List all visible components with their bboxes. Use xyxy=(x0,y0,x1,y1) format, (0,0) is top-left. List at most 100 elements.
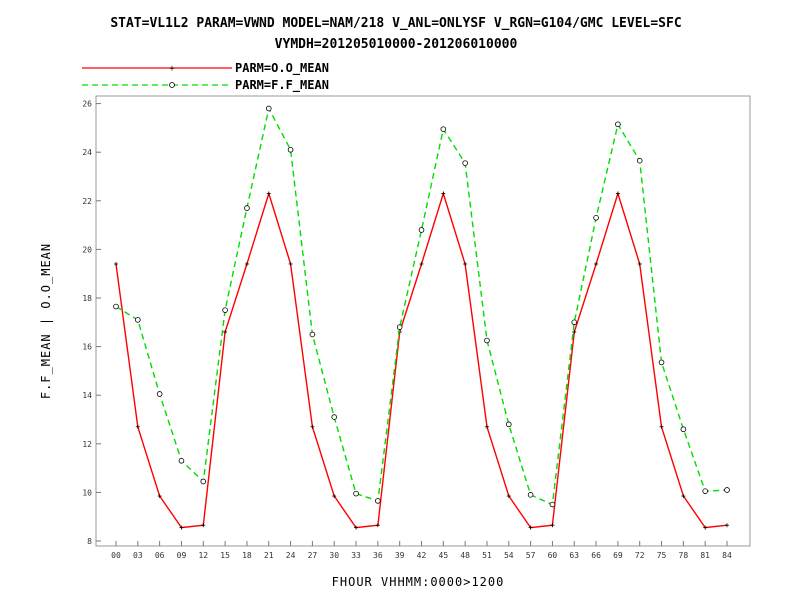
data-point xyxy=(702,488,708,494)
x-tick-label: 39 xyxy=(395,551,405,560)
data-point xyxy=(484,424,489,429)
data-point xyxy=(527,492,534,498)
x-tick-label: 78 xyxy=(679,551,689,560)
data-point xyxy=(375,523,380,528)
data-point xyxy=(135,317,141,323)
x-tick-label: 03 xyxy=(133,551,143,560)
data-point xyxy=(223,330,228,335)
x-tick-label: 33 xyxy=(351,551,361,560)
data-point xyxy=(418,227,425,233)
x-tick-label: 66 xyxy=(591,551,601,560)
data-point xyxy=(288,261,293,266)
y-tick-label: 16 xyxy=(82,343,92,352)
data-point xyxy=(703,525,708,530)
x-tick-label: 51 xyxy=(482,551,492,560)
x-tick-label: 21 xyxy=(264,551,274,560)
data-point xyxy=(157,494,162,499)
data-point xyxy=(178,458,185,464)
x-tick-label: 06 xyxy=(155,551,165,560)
data-point xyxy=(354,525,359,530)
x-tick-label: 42 xyxy=(417,551,427,560)
y-tick-label: 14 xyxy=(82,391,92,400)
x-tick-label: 24 xyxy=(286,551,296,560)
x-tick-label: 60 xyxy=(548,551,558,560)
data-point xyxy=(658,359,665,366)
data-point xyxy=(615,121,621,128)
x-tick-label: 81 xyxy=(700,551,710,560)
data-point xyxy=(441,191,446,196)
data-point xyxy=(244,261,249,266)
data-point xyxy=(680,426,687,433)
x-tick-label: 30 xyxy=(329,551,339,560)
data-point xyxy=(135,424,140,429)
x-tick-label: 27 xyxy=(308,551,318,560)
legend-marker-f-mean xyxy=(169,82,175,88)
data-point xyxy=(463,261,468,266)
x-tick-label: 18 xyxy=(242,551,252,560)
y-tick-label: 10 xyxy=(82,488,92,497)
chart-subtitle: VYMDH=201205010000-201206010000 xyxy=(275,37,518,52)
x-axis-label: FHOUR VHHMM:0000>1200 xyxy=(332,575,505,589)
y-tick-label: 12 xyxy=(82,440,92,449)
data-point xyxy=(396,324,403,330)
x-tick-label: 09 xyxy=(177,551,187,560)
y-tick-label: 18 xyxy=(82,294,92,303)
data-point xyxy=(309,331,316,338)
x-tick-label: 12 xyxy=(198,551,208,560)
data-point xyxy=(310,424,315,429)
data-point xyxy=(462,160,468,166)
y-tick-label: 24 xyxy=(82,148,92,157)
data-point xyxy=(549,501,556,508)
x-tick-label: 57 xyxy=(526,551,536,560)
data-point xyxy=(201,523,206,528)
data-point xyxy=(725,523,729,528)
x-axis: 00 03 06 09 12 15 18 21 24 27 30 33 36 39 42 45 48 51 54 57… xyxy=(111,541,732,560)
data-point xyxy=(244,205,250,211)
data-point xyxy=(114,261,118,266)
data-point xyxy=(179,525,184,530)
legend-label-o-mean: PARM=O.O_MEAN xyxy=(235,61,329,76)
data-point xyxy=(287,146,294,153)
data-point xyxy=(440,126,447,132)
data-point xyxy=(332,494,337,499)
data-point xyxy=(156,391,163,397)
y-tick-label: 22 xyxy=(82,197,92,206)
x-tick-label: 00 xyxy=(111,551,121,560)
x-tick-label: 54 xyxy=(504,551,514,560)
legend: + PARM=O.O_MEAN PARM=F.F_MEAN xyxy=(82,61,329,93)
data-point xyxy=(636,157,643,164)
x-tick-label: 75 xyxy=(657,551,667,560)
data-point xyxy=(265,105,272,112)
data-point xyxy=(528,525,533,530)
data-point xyxy=(594,261,599,266)
data-point xyxy=(571,319,578,326)
data-point xyxy=(659,424,664,429)
data-point xyxy=(331,414,338,420)
data-point xyxy=(200,478,207,485)
data-point xyxy=(353,490,359,497)
data-point xyxy=(637,261,642,266)
x-tick-label: 45 xyxy=(439,551,449,560)
y-tick-label: 8 xyxy=(87,537,92,546)
legend-label-f-mean: PARM=F.F_MEAN xyxy=(235,78,329,93)
x-tick-label: 48 xyxy=(460,551,470,560)
legend-marker-o-mean: + xyxy=(169,64,175,74)
series-layer xyxy=(113,105,730,530)
x-tick-label: 63 xyxy=(569,551,579,560)
y-tick-label: 26 xyxy=(82,100,92,109)
y-tick-label: 20 xyxy=(82,245,92,254)
plot-frame xyxy=(95,95,751,547)
y-axis: 8 10 12 14 16 18 20 22 24 26 xyxy=(82,100,101,546)
data-point xyxy=(506,494,511,499)
x-tick-label: 69 xyxy=(613,551,623,560)
data-point xyxy=(113,303,119,310)
data-point xyxy=(375,498,381,504)
y-axis-label: F.F_MEAN | O.O_MEAN xyxy=(39,243,53,399)
data-point xyxy=(505,421,512,428)
data-point xyxy=(550,523,555,528)
series-line-0 xyxy=(115,191,728,529)
data-point xyxy=(572,330,577,335)
data-point xyxy=(419,261,424,266)
x-tick-label: 72 xyxy=(635,551,645,560)
